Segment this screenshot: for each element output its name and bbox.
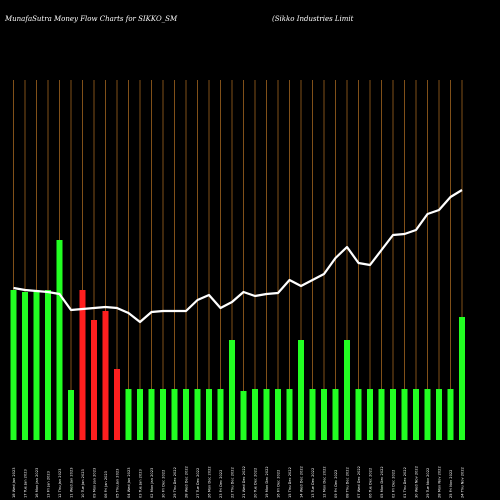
- x-tick-label: 12 Mon Dec 2022: [323, 466, 327, 498]
- bar: [68, 390, 74, 440]
- bar: [286, 389, 293, 440]
- x-tick-label: 20 Tue Dec 2022: [254, 468, 258, 498]
- money-flow-line: [13, 189, 463, 324]
- bar-series: [10, 240, 465, 440]
- x-axis-ticks: 18 Wed Jan 2023 17 Tue Jan 2023 16 Mon Jan…: [12, 466, 465, 498]
- bar: [183, 389, 189, 440]
- bar: [137, 389, 143, 440]
- bar: [160, 389, 166, 440]
- bar: [378, 389, 385, 440]
- bar: [240, 391, 247, 440]
- bar: [79, 290, 86, 440]
- x-tick-label: 24 Thu Nov 2022: [461, 467, 465, 498]
- bar: [229, 340, 235, 440]
- bar: [344, 340, 350, 440]
- bar: [33, 290, 40, 440]
- x-tick-label: 06 Fri Jan 2023: [104, 471, 108, 498]
- bar: [102, 311, 109, 440]
- x-tick-label: 09 Mon Jan 2023: [93, 468, 97, 498]
- x-tick-label: 28 Mon Nov 2022: [438, 466, 442, 498]
- bar: [10, 290, 17, 440]
- x-tick-label: 14 Wed Dec 2022: [300, 466, 304, 498]
- bar: [217, 389, 224, 440]
- bar: [275, 389, 281, 440]
- bar: [171, 389, 178, 440]
- bar: [252, 389, 258, 440]
- x-tick-label: 01 Thu Dec 2022: [403, 467, 407, 498]
- bar: [401, 389, 408, 440]
- x-tick-label: 08 Thu Dec 2022: [346, 467, 350, 498]
- x-tick-label: 17 Tue Jan 2023: [24, 469, 28, 498]
- x-tick-label: 06 Tue Dec 2022: [369, 468, 373, 498]
- bar: [321, 389, 327, 440]
- bar: [263, 389, 270, 440]
- bar: [206, 389, 212, 440]
- bar: [332, 389, 339, 440]
- x-tick-label: 29 Tue Nov 2022: [426, 468, 430, 498]
- x-tick-label: 21 Wed Dec 2022: [242, 466, 246, 498]
- x-tick-label: 27 Tue Dec 2022: [196, 468, 200, 498]
- x-tick-label: 30 Fri Dec 2022: [162, 470, 166, 498]
- x-tick-label: 03 Tue Jan 2023: [139, 469, 143, 498]
- bar: [436, 389, 442, 440]
- x-tick-label: 09 Fri Dec 2022: [334, 470, 338, 498]
- x-tick-label: 15 Thu Dec 2022: [288, 467, 292, 498]
- x-tick-label: 07 Wed Dec 2022: [357, 466, 361, 498]
- bar: [91, 320, 97, 440]
- bar: [45, 290, 51, 440]
- x-tick-label: 04 Wed Jan 2023: [127, 467, 131, 498]
- bar: [309, 389, 316, 440]
- bar: [114, 369, 120, 440]
- x-tick-label: 28 Wed Dec 2022: [185, 466, 189, 498]
- x-tick-label: 26 Mon Dec 2022: [208, 466, 212, 498]
- bar: [22, 292, 28, 440]
- x-tick-label: 23 Fri Dec 2022: [219, 470, 223, 498]
- x-tick-label: 16 Mon Jan 2023: [35, 468, 39, 498]
- x-tick-label: 13 Fri Jan 2023: [47, 471, 51, 498]
- x-tick-label: 13 Tue Dec 2022: [311, 468, 315, 498]
- x-tick-label: 30 Wed Nov 2022: [415, 466, 419, 498]
- bar: [148, 389, 155, 440]
- x-tick-label: 02 Mon Jan 2023: [150, 468, 154, 498]
- x-tick-label: 02 Fri Dec 2022: [392, 470, 396, 498]
- bar: [298, 340, 304, 440]
- x-tick-label: 18 Wed Jan 2023: [12, 467, 16, 498]
- bar: [424, 389, 431, 440]
- x-tick-label: 29 Thu Dec 2022: [173, 467, 177, 498]
- bar: [355, 389, 362, 440]
- bar: [56, 240, 63, 440]
- x-tick-label: 05 Mon Dec 2022: [380, 466, 384, 498]
- bar: [459, 317, 465, 440]
- x-tick-label: 11 Wed Jan 2023: [70, 467, 74, 498]
- bar: [413, 389, 419, 440]
- bar: [367, 389, 373, 440]
- chart-title: MunafaSutra Money Flow Charts for SIKKO_…: [4, 15, 178, 23]
- bar: [390, 389, 396, 440]
- x-tick-label: 25 Fri Nov 2022: [449, 470, 453, 498]
- bar: [194, 389, 201, 440]
- bar: [125, 389, 132, 440]
- x-tick-label: 10 Tue Jan 2023: [81, 469, 85, 498]
- grid-lines: [13, 80, 463, 440]
- x-tick-label: 16 Fri Dec 2022: [277, 470, 281, 498]
- chart-subtitle: (Sikko Industries Limit: [272, 15, 354, 23]
- x-tick-label: 12 Thu Jan 2023: [58, 469, 62, 498]
- x-tick-label: 22 Thu Dec 2022: [231, 467, 235, 498]
- x-tick-label: 19 Mon Dec 2022: [265, 466, 269, 498]
- x-tick-label: 05 Thu Jan 2023: [116, 469, 120, 498]
- bar: [447, 389, 454, 440]
